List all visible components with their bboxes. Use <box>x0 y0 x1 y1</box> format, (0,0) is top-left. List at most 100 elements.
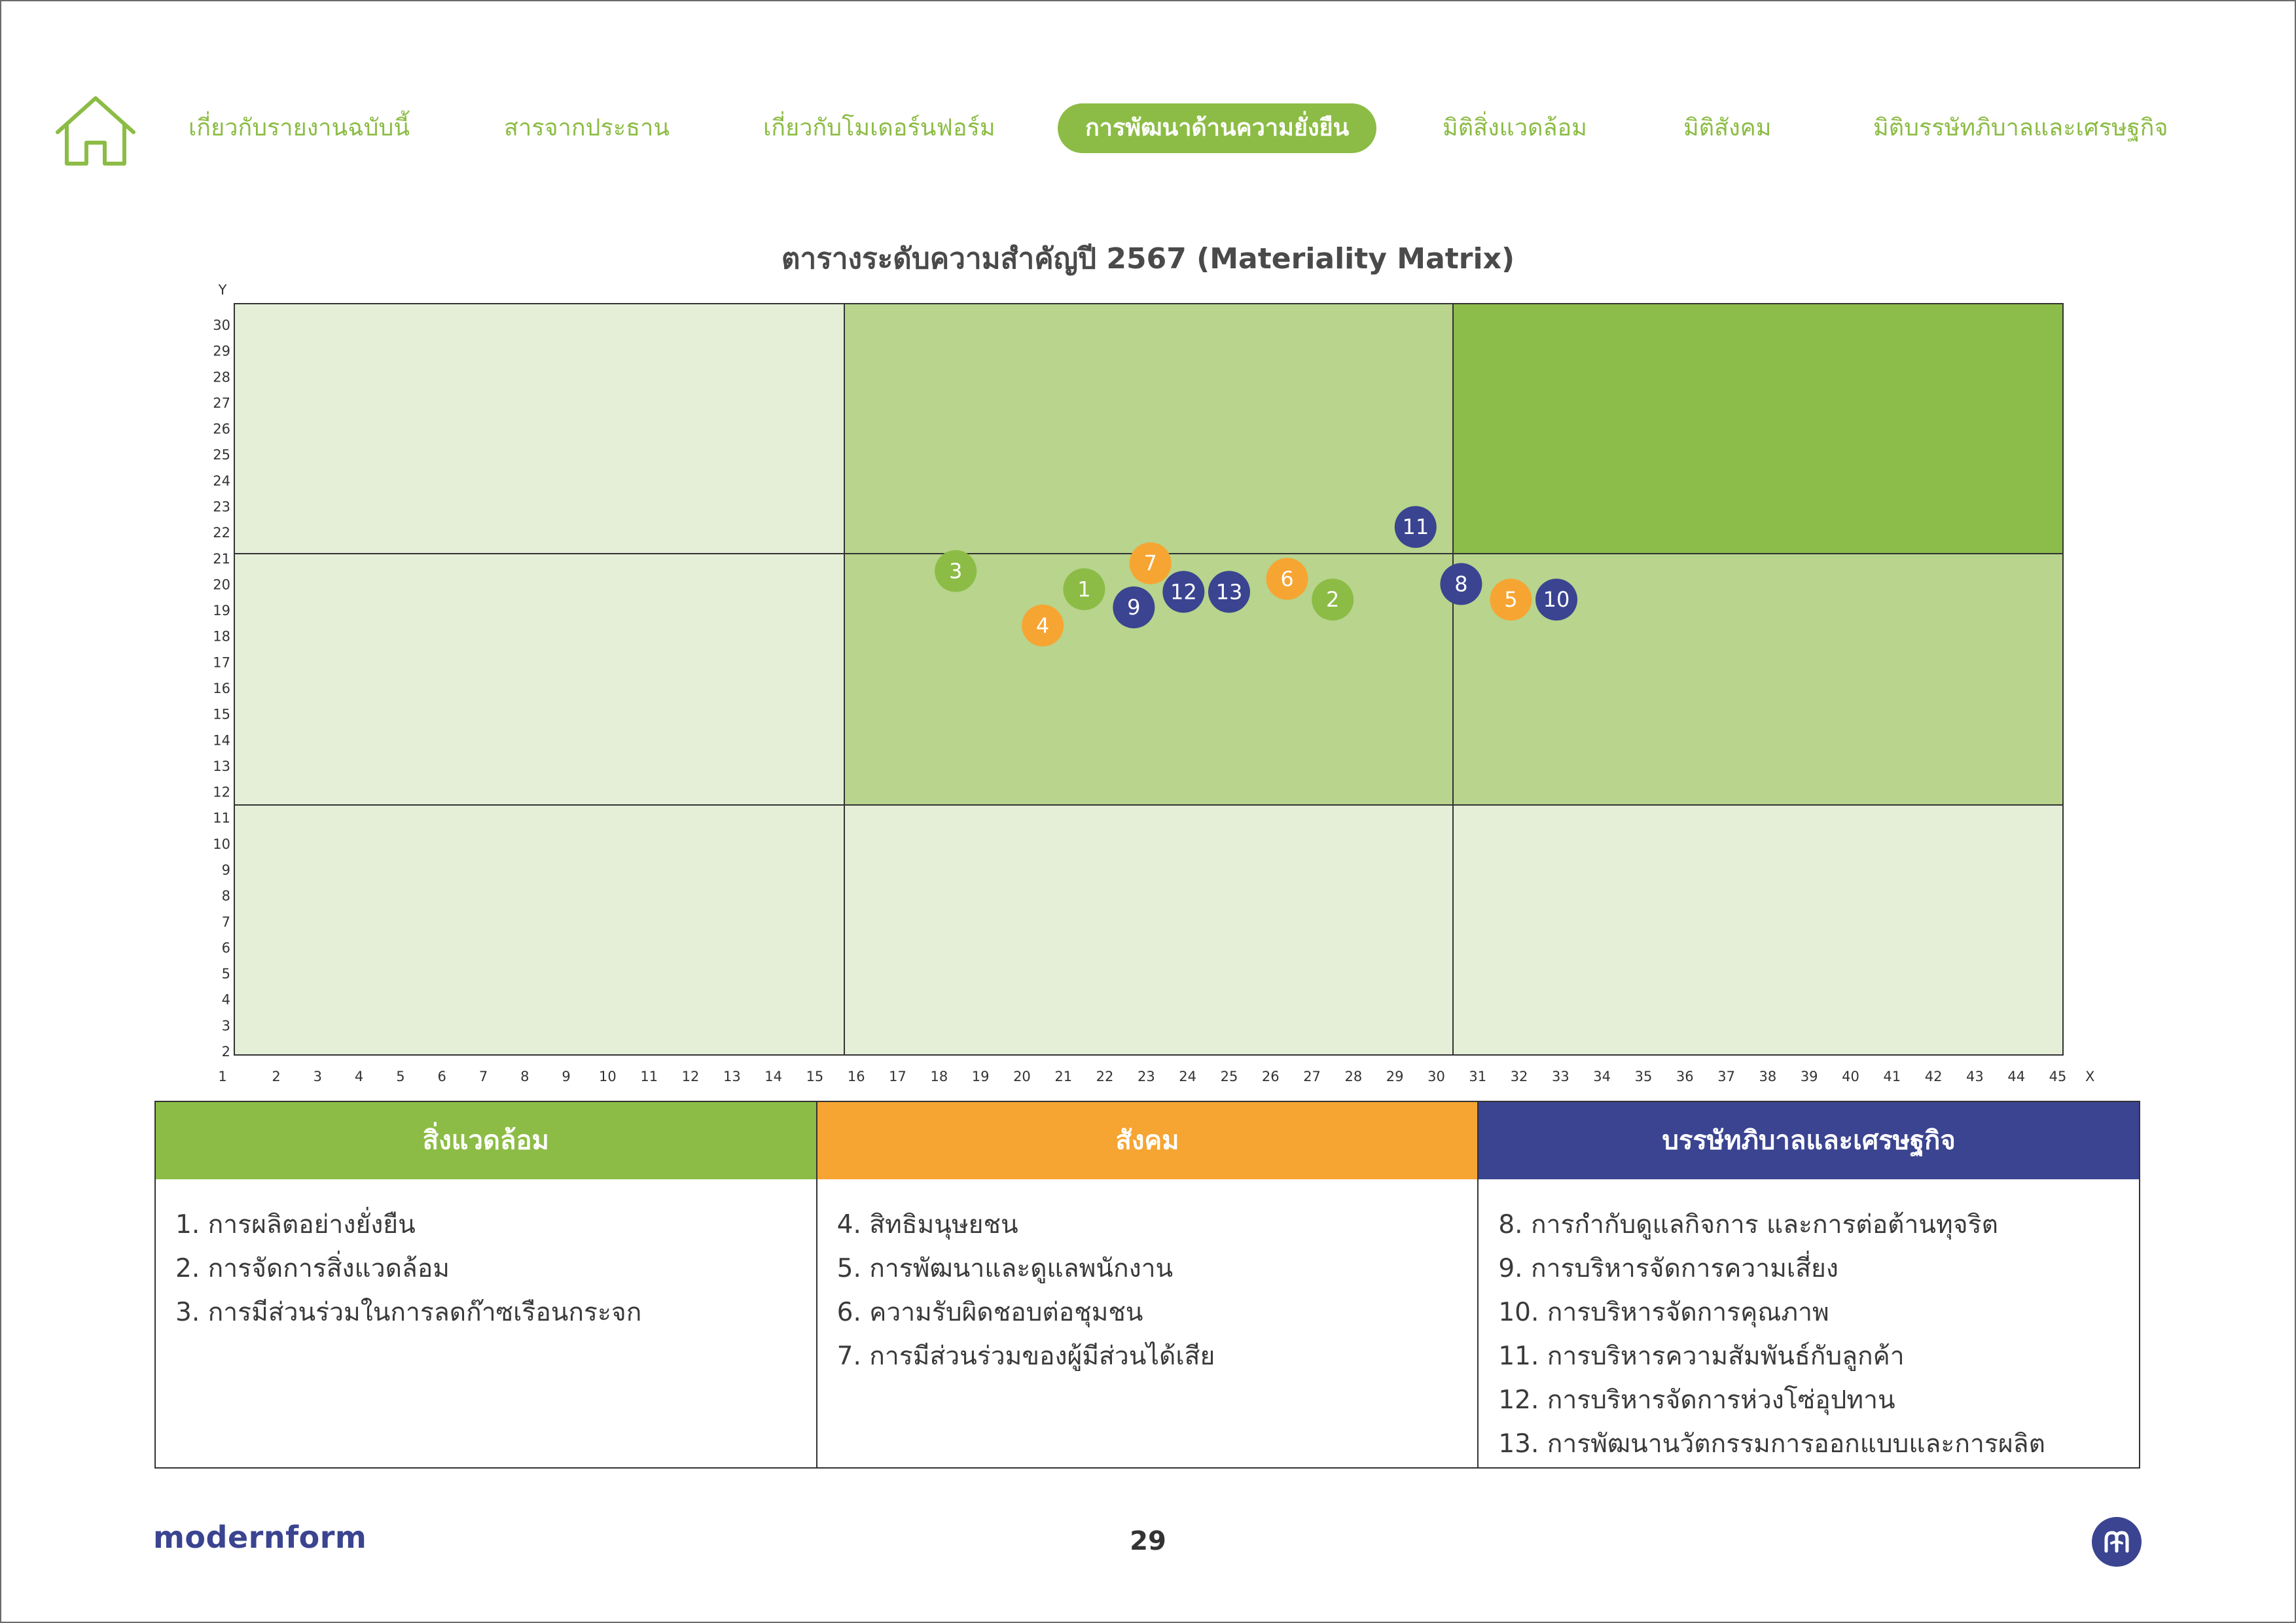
x-tick-label: 35 <box>1635 1069 1653 1084</box>
nav-item-governance-economy[interactable]: มิติบรรษัทภิบาลและเศรษฐกิจ <box>1873 115 2168 141</box>
y-axis-label: Y <box>218 282 227 298</box>
nav-item-environment[interactable]: มิติสิ่งแวดล้อม <box>1443 115 1587 141</box>
legend-item: 3. การมีส่วนร่วมในการลดก๊าซเรือนกระจก <box>175 1298 642 1327</box>
legend-item: 1. การผลิตอย่างยั่งยืน <box>175 1210 416 1240</box>
x-tick-label: 38 <box>1759 1069 1777 1084</box>
data-point-marker <box>1208 571 1250 613</box>
data-point-4: 4 <box>1022 604 1064 647</box>
x-tick-label: 2 <box>272 1069 280 1084</box>
data-point-label: 4 <box>1036 613 1049 638</box>
legend-list-environment: 1. การผลิตอย่างยั่งยืน 2. การจัดการสิ่งแ… <box>156 1179 816 1334</box>
plot-border <box>234 303 2064 1056</box>
y-tick-label: 4 <box>222 992 230 1008</box>
x-tick-label: 28 <box>1344 1069 1362 1084</box>
x-tick-label: 14 <box>764 1069 782 1084</box>
data-point-marker <box>935 550 977 592</box>
data-point-label: 13 <box>1216 579 1243 604</box>
data-point-marker <box>1490 579 1532 621</box>
x-tick-label: 11 <box>640 1069 658 1084</box>
chart-title: ตารางระดับความสำคัญปี 2567 (Materiality … <box>781 242 1515 276</box>
x-tick-label: 34 <box>1593 1069 1611 1084</box>
x-tick-label: 4 <box>355 1069 363 1084</box>
legend-item: 8. การกำกับดูแลกิจการ และการต่อต้านทุจริ… <box>1498 1210 1998 1240</box>
x-tick-label: 7 <box>479 1069 488 1084</box>
legend-item: 6. ความรับผิดชอบต่อชุมชน <box>836 1298 1143 1327</box>
x-tick-label: 32 <box>1511 1069 1528 1084</box>
x-tick-label: 9 <box>562 1069 570 1084</box>
matrix-zone <box>1453 304 2063 554</box>
data-point-label: 5 <box>1504 587 1517 612</box>
legend-item: 13. การพัฒนานวัตกรรมการออกแบบและการผลิต <box>1498 1429 2045 1459</box>
data-point-8: 8 <box>1440 563 1482 605</box>
y-tick-label: 14 <box>213 732 230 748</box>
data-point-marker <box>1266 558 1308 600</box>
data-point-marker <box>1129 542 1172 584</box>
x-tick-label: 33 <box>1552 1069 1570 1084</box>
data-point-label: 9 <box>1127 595 1140 620</box>
data-point-marker <box>1162 571 1205 613</box>
y-tick-label: 29 <box>213 344 230 359</box>
y-tick-label: 21 <box>213 551 230 567</box>
legend-item: 4. สิทธิมนุษยชน <box>836 1210 1018 1240</box>
legend-item: 7. การมีส่วนร่วมของผู้มีส่วนได้เสีย <box>836 1342 1215 1371</box>
x-tick-label: 21 <box>1054 1069 1072 1084</box>
legend-header-environment: สิ่งแวดล้อม <box>156 1102 816 1179</box>
brand-wordmark: modernform <box>153 1520 367 1555</box>
y-tick-label: 27 <box>213 395 230 411</box>
home-icon[interactable] <box>54 96 137 168</box>
matrix-zone <box>844 805 1453 1055</box>
data-point-marker <box>1394 506 1437 548</box>
legend-item: 9. การบริหารจัดการความเสี่ยง <box>1498 1254 1839 1283</box>
materiality-matrix-chart: 1 2 3 4 5 6 7 8 9 10 11 12 13 14 15 16 17 18 19 20 21 22 23 24 2… <box>213 282 2094 1084</box>
x-tick-label: 12 <box>682 1069 700 1084</box>
x-tick-label: 20 <box>1013 1069 1031 1084</box>
y-tick-label: 16 <box>213 681 230 696</box>
y-tick-label: 25 <box>213 447 230 463</box>
x-tick-label: 15 <box>806 1069 824 1084</box>
legend-item: 12. การบริหารจัดการห่วงโซ่อุปทาน <box>1498 1385 1895 1415</box>
data-point-7: 7 <box>1129 542 1172 584</box>
y-tick-label: 2 <box>222 1044 230 1060</box>
x-tick-label: 5 <box>396 1069 404 1084</box>
x-tick-label: 37 <box>1717 1069 1735 1084</box>
x-tick-label: 10 <box>599 1069 617 1084</box>
y-tick-label: 11 <box>213 810 230 826</box>
x-tick-label: 31 <box>1469 1069 1486 1084</box>
data-point-label: 10 <box>1543 587 1570 612</box>
top-navigation: เกี่ยวกับรายงานฉบับนี้ สารจากประธาน เกี่… <box>0 103 2296 153</box>
matrix-zone <box>844 554 1453 805</box>
legend-list-governance: 8. การกำกับดูแลกิจการ และการต่อต้านทุจริ… <box>1479 1179 2139 1466</box>
x-axis-ticks: 1 2 3 4 5 6 7 8 9 10 11 12 13 14 15 16 17 18 19 20 21 22 23 24 2… <box>218 1069 2066 1084</box>
data-point-10: 10 <box>1535 579 1578 621</box>
legend-header-social: สังคม <box>817 1102 1478 1179</box>
x-tick-label: 29 <box>1386 1069 1404 1084</box>
matrix-zone <box>234 805 844 1055</box>
y-axis-ticks: 2345678910111213141516171819202122232425… <box>213 317 230 1060</box>
y-tick-label: 8 <box>222 888 230 904</box>
legend-item: 10. การบริหารจัดการคุณภาพ <box>1498 1298 1829 1327</box>
x-tick-label: 41 <box>1883 1069 1901 1084</box>
y-tick-label: 28 <box>213 369 230 385</box>
nav-item-about-modernform[interactable]: เกี่ยวกับโมเดอร์นฟอร์ม <box>763 115 996 141</box>
data-point-marker <box>1063 568 1105 611</box>
nav-item-sustainability[interactable]: การพัฒนาด้านความยั่งยืน <box>1058 103 1377 153</box>
data-point-13: 13 <box>1208 571 1250 613</box>
legend-table: สิ่งแวดล้อม 1. การผลิตอย่างยั่งยืน 2. กา… <box>154 1101 2140 1469</box>
y-tick-label: 5 <box>222 966 230 982</box>
data-point-6: 6 <box>1266 558 1308 600</box>
legend-header-governance: บรรษัทภิบาลและเศรษฐกิจ <box>1479 1102 2140 1179</box>
x-tick-label: 26 <box>1262 1069 1280 1084</box>
y-tick-label: 12 <box>213 785 230 800</box>
nav-item-social[interactable]: มิติสังคม <box>1683 115 1772 141</box>
x-tick-label: 36 <box>1676 1069 1694 1084</box>
data-point-label: 6 <box>1280 567 1293 592</box>
x-tick-label: 17 <box>889 1069 906 1084</box>
nav-item-chairman-message[interactable]: สารจากประธาน <box>504 115 670 141</box>
nav-item-about-report[interactable]: เกี่ยวกับรายงานฉบับนี้ <box>188 115 410 141</box>
x-tick-label: 24 <box>1179 1069 1196 1084</box>
data-point-label: 3 <box>949 559 962 584</box>
y-tick-label: 24 <box>213 473 230 489</box>
x-tick-label: 19 <box>972 1069 990 1084</box>
legend-list-social: 4. สิทธิมนุษยชน 5. การพัฒนาและดูแลพนักงา… <box>817 1179 1478 1378</box>
